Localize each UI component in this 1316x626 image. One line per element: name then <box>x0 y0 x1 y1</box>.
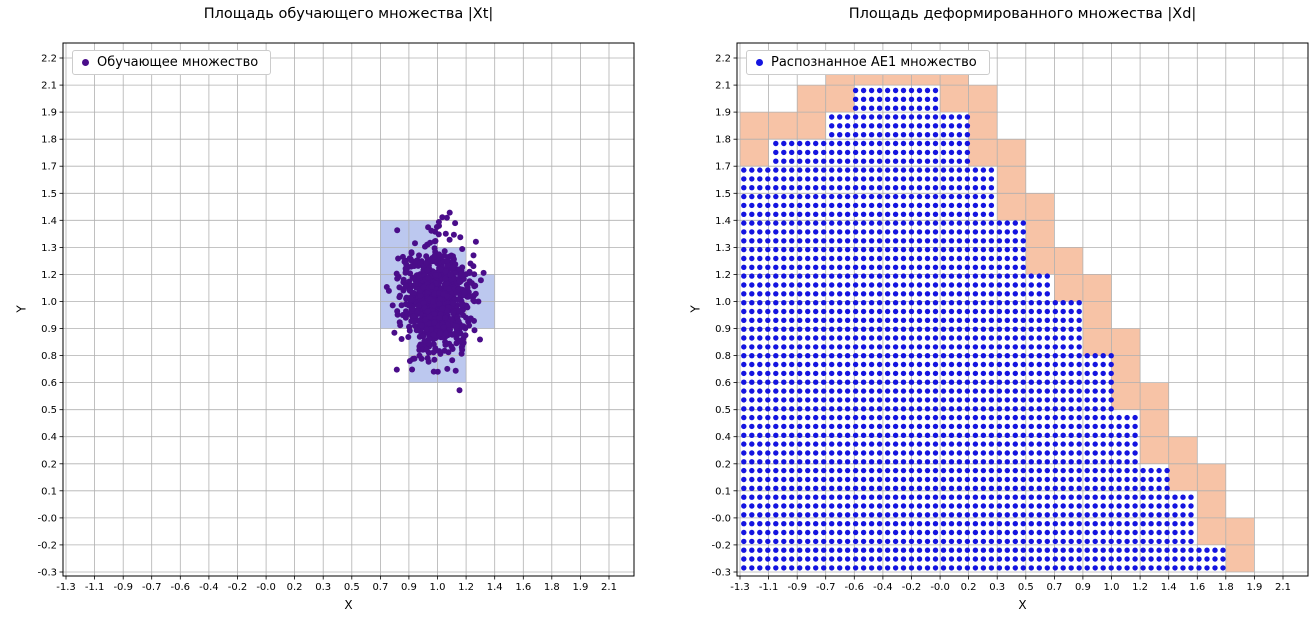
svg-text:1.6: 1.6 <box>1189 582 1205 593</box>
svg-text:-0.2: -0.2 <box>711 540 731 551</box>
svg-text:0.1: 0.1 <box>715 486 731 497</box>
svg-text:1.6: 1.6 <box>515 582 531 593</box>
svg-text:-0.6: -0.6 <box>845 582 865 593</box>
y-axis-label: Y <box>688 305 703 313</box>
svg-text:1.7: 1.7 <box>715 162 731 173</box>
svg-text:-0.2: -0.2 <box>37 540 57 551</box>
svg-text:0.6: 0.6 <box>715 378 731 389</box>
svg-text:1.9: 1.9 <box>572 582 588 593</box>
chart-title: Площадь обучающего множества |Xt| <box>203 6 494 22</box>
legend: Распознанное АЕ1 множество <box>746 50 990 75</box>
svg-text:0.8: 0.8 <box>41 351 57 362</box>
svg-text:0.2: 0.2 <box>287 582 303 593</box>
svg-text:-0.7: -0.7 <box>142 582 162 593</box>
svg-text:2.1: 2.1 <box>1275 582 1291 593</box>
subplot: -1.3 -1.1 -0.9 -0.7 -0.6 -0.4 -0.2 -0.0 0.2 0.3 0.… <box>14 6 635 612</box>
svg-text:1.4: 1.4 <box>1161 582 1177 593</box>
svg-text:0.9: 0.9 <box>41 324 57 335</box>
svg-text:1.4: 1.4 <box>715 216 731 227</box>
svg-text:-0.9: -0.9 <box>787 582 807 593</box>
svg-text:0.2: 0.2 <box>961 582 977 593</box>
svg-text:2.1: 2.1 <box>41 81 57 92</box>
svg-text:0.5: 0.5 <box>715 405 731 416</box>
svg-text:0.2: 0.2 <box>715 459 731 470</box>
svg-text:1.7: 1.7 <box>41 162 57 173</box>
legend-label: Распознанное АЕ1 множество <box>771 55 977 70</box>
svg-text:-0.9: -0.9 <box>113 582 133 593</box>
svg-text:1.2: 1.2 <box>41 270 57 281</box>
svg-text:-0.0: -0.0 <box>256 582 276 593</box>
svg-text:1.4: 1.4 <box>41 216 57 227</box>
svg-text:1.5: 1.5 <box>41 189 57 200</box>
svg-text:0.5: 0.5 <box>1018 582 1034 593</box>
svg-text:0.1: 0.1 <box>41 486 57 497</box>
svg-text:0.7: 0.7 <box>372 582 388 593</box>
subplot: -1.3 -1.1 -0.9 -0.7 -0.6 -0.4 -0.2 -0.0 0.2 0.3 0.… <box>658 0 1316 626</box>
svg-text:1.0: 1.0 <box>715 297 731 308</box>
svg-text:1.9: 1.9 <box>41 108 57 119</box>
svg-text:1.8: 1.8 <box>715 135 731 146</box>
svg-text:-1.3: -1.3 <box>730 582 750 593</box>
plot-canvas: -1.3 -1.1 -0.9 -0.7 -0.6 -0.4 -0.2 -0.0 0.2 0.3 0.… <box>37 42 635 593</box>
svg-text:1.9: 1.9 <box>1246 582 1262 593</box>
legend-marker-icon <box>756 59 763 66</box>
x-axis-label: X <box>1018 598 1027 612</box>
svg-text:1.2: 1.2 <box>458 582 474 593</box>
svg-text:0.4: 0.4 <box>715 432 731 443</box>
svg-text:-0.3: -0.3 <box>37 568 57 579</box>
svg-text:-1.1: -1.1 <box>85 582 105 593</box>
svg-text:1.0: 1.0 <box>430 582 446 593</box>
chart-title: Площадь деформированного множества |Xd| <box>848 6 1197 22</box>
legend-marker-icon <box>82 59 89 66</box>
svg-text:1.9: 1.9 <box>715 108 731 119</box>
svg-text:0.9: 0.9 <box>715 324 731 335</box>
svg-text:-1.3: -1.3 <box>56 582 76 593</box>
svg-text:0.3: 0.3 <box>989 582 1005 593</box>
svg-text:-0.0: -0.0 <box>711 513 731 524</box>
svg-text:1.0: 1.0 <box>1104 582 1120 593</box>
svg-text:1.8: 1.8 <box>544 582 560 593</box>
svg-text:-0.2: -0.2 <box>902 582 922 593</box>
svg-text:0.5: 0.5 <box>344 582 360 593</box>
svg-text:1.2: 1.2 <box>1132 582 1148 593</box>
svg-text:0.6: 0.6 <box>41 378 57 389</box>
svg-text:-0.7: -0.7 <box>816 582 836 593</box>
x-axis-label: X <box>344 598 353 612</box>
svg-text:0.4: 0.4 <box>41 432 57 443</box>
svg-text:-0.6: -0.6 <box>171 582 191 593</box>
plot-canvas: -1.3 -1.1 -0.9 -0.7 -0.6 -0.4 -0.2 -0.0 0.2 0.3 0.… <box>711 42 1309 593</box>
svg-text:-0.4: -0.4 <box>873 582 893 593</box>
svg-text:0.3: 0.3 <box>315 582 331 593</box>
svg-text:1.3: 1.3 <box>715 243 731 254</box>
svg-text:-0.2: -0.2 <box>228 582 248 593</box>
svg-text:1.0: 1.0 <box>41 297 57 308</box>
svg-text:-0.0: -0.0 <box>37 513 57 524</box>
svg-text:2.2: 2.2 <box>41 54 57 65</box>
svg-text:0.9: 0.9 <box>401 582 417 593</box>
svg-text:0.8: 0.8 <box>715 351 731 362</box>
svg-text:2.1: 2.1 <box>601 582 617 593</box>
svg-text:0.7: 0.7 <box>1046 582 1062 593</box>
svg-text:2.1: 2.1 <box>715 81 731 92</box>
svg-text:0.5: 0.5 <box>41 405 57 416</box>
svg-text:-0.0: -0.0 <box>930 582 950 593</box>
svg-text:1.5: 1.5 <box>715 189 731 200</box>
legend: Обучающее множество <box>72 50 272 75</box>
svg-text:0.9: 0.9 <box>1075 582 1091 593</box>
svg-text:-1.1: -1.1 <box>759 582 779 593</box>
svg-text:1.8: 1.8 <box>1218 582 1234 593</box>
svg-text:-0.3: -0.3 <box>711 568 731 579</box>
svg-text:2.2: 2.2 <box>715 54 731 65</box>
svg-text:1.4: 1.4 <box>487 582 503 593</box>
legend-label: Обучающее множество <box>97 55 259 70</box>
svg-text:1.8: 1.8 <box>41 135 57 146</box>
svg-text:-0.4: -0.4 <box>199 582 219 593</box>
y-axis-label: Y <box>14 305 29 313</box>
svg-text:1.2: 1.2 <box>715 270 731 281</box>
svg-text:0.2: 0.2 <box>41 459 57 470</box>
svg-text:1.3: 1.3 <box>41 243 57 254</box>
